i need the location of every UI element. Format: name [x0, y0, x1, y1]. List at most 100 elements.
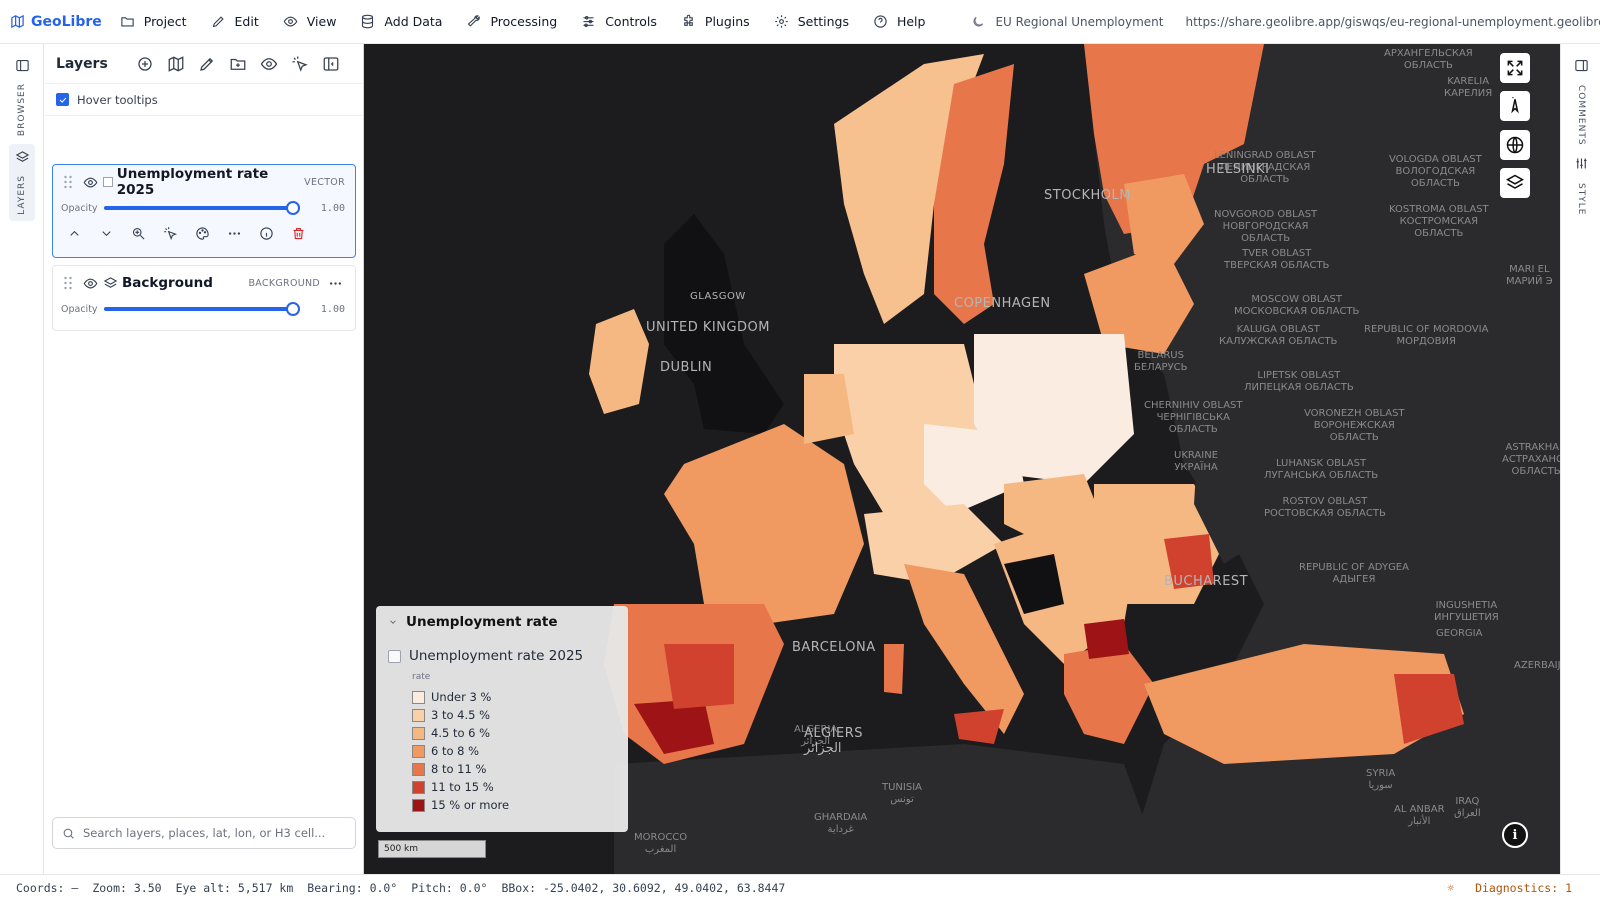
eye-icon[interactable] [83, 276, 98, 291]
visibility-icon[interactable] [260, 55, 278, 73]
legend-header[interactable]: Unemployment rate [388, 614, 616, 630]
map-region-label: GHARDAIA غرداية [814, 812, 868, 835]
layers-icon [103, 276, 118, 291]
map-city-label: GLASGOW [690, 291, 746, 302]
layer-toolbar [53, 217, 355, 249]
move-down-icon[interactable] [99, 226, 114, 241]
legend-swatch [412, 690, 425, 704]
legend-item: 11 to 15 % [412, 778, 616, 796]
globe-icon [1505, 135, 1525, 155]
menu-controls[interactable]: Controls [581, 14, 657, 29]
region-ukraine-east [1194, 344, 1284, 564]
menu-help[interactable]: Help [873, 14, 925, 29]
puzzle-icon [681, 14, 696, 29]
chevron-down-icon[interactable] [388, 617, 398, 627]
browser-tab-label: BROWSER [17, 83, 27, 137]
browser-tab[interactable]: BROWSER [9, 58, 35, 136]
layer-name[interactable]: Unemployment rate 2025 [116, 166, 269, 198]
hover-tooltips-checkbox[interactable] [56, 93, 69, 106]
identify-icon[interactable] [291, 55, 309, 73]
legend-item: 6 to 8 % [412, 742, 616, 760]
drag-handle-icon[interactable] [63, 276, 73, 290]
identify-layer-icon[interactable] [163, 226, 178, 241]
menu-add-data[interactable]: Add Data [360, 14, 442, 29]
legend-swatch [412, 726, 425, 740]
opacity-slider[interactable] [103, 302, 300, 316]
menu-view[interactable]: View [283, 14, 336, 29]
comments-tab-label: COMMENTS [1576, 85, 1586, 146]
drag-handle-icon[interactable] [63, 175, 73, 189]
menu-project[interactable]: Project [120, 14, 187, 29]
eye-icon[interactable] [83, 175, 98, 190]
status-bbox: BBox: -25.0402, 30.6092, 49.0402, 63.844… [501, 880, 786, 895]
globe-button[interactable] [1500, 130, 1530, 160]
database-icon [360, 14, 375, 29]
style-tab[interactable]: STYLE [1568, 156, 1594, 215]
menu-settings[interactable]: Settings [774, 14, 849, 29]
map-region-label: REPUBLIC OF MORDOVIA МОРДОВИЯ [1364, 324, 1489, 347]
status-eye-alt: Eye alt: 5,517 km [175, 880, 294, 895]
layer-card-unemployment[interactable]: Unemployment rate 2025 VECTOR Opacity 1.… [52, 164, 356, 258]
legend-title: Unemployment rate [406, 614, 558, 630]
help-circle-icon [873, 14, 888, 29]
land-uk [664, 214, 784, 434]
app-brand[interactable]: GeoLibre [10, 14, 102, 30]
top-menu-bar: GeoLibre Project Edit View Add Data Proc… [0, 0, 1600, 44]
attribution-info-icon[interactable]: i [1502, 822, 1528, 848]
menu-plugins[interactable]: Plugins [681, 14, 750, 29]
region-sardinia [884, 644, 904, 694]
add-layer-icon[interactable] [136, 55, 154, 73]
move-up-icon[interactable] [67, 226, 82, 241]
map-city-label: DUBLIN [660, 360, 713, 375]
collapse-panel-icon[interactable] [322, 55, 340, 73]
legend-swatch [412, 798, 425, 812]
delete-layer-icon[interactable] [291, 226, 306, 241]
add-group-icon[interactable] [229, 55, 247, 73]
region-italy [904, 564, 1024, 734]
region-ireland [589, 309, 649, 414]
legend-field: rate [412, 672, 431, 682]
compass-button[interactable] [1500, 91, 1530, 121]
map-region-label: ALGERIA الجزائر [794, 724, 838, 747]
map-region-label: NOVGOROD OBLAST НОВГОРОДСКАЯ ОБЛАСТЬ [1214, 209, 1318, 244]
map-region-label: CHERNIHIV OBLAST ЧЕРНІГІВСЬКА ОБЛАСТЬ [1144, 400, 1243, 435]
map-city-label: UNITED KINGDOM [646, 320, 770, 335]
comments-tab[interactable]: COMMENTS [1568, 58, 1594, 146]
zoom-to-layer-icon[interactable] [131, 226, 146, 241]
draw-icon[interactable] [198, 55, 216, 73]
legend-layer-checkbox[interactable] [388, 649, 401, 663]
basemap-icon[interactable] [167, 55, 185, 73]
diagnostics-button[interactable]: ☼ Diagnostics: 1 [1447, 881, 1586, 895]
moon-icon[interactable] [971, 15, 985, 29]
map-canvas[interactable]: АРХАНГЕЛЬСКАЯ ОБЛАСТЬ KARELIA КАРЕЛИЯ LENI… [364, 44, 1560, 874]
status-zoom: Zoom: 3.50 [92, 880, 162, 895]
layer-search-input[interactable]: Search layers, places, lat, lon, or H3 c… [52, 817, 356, 849]
sliders-icon [581, 14, 596, 29]
map-city-label: BARCELONA [792, 640, 876, 655]
layers-icon [1505, 173, 1525, 193]
more-icon[interactable] [328, 276, 343, 291]
layer-card-background[interactable]: Background BACKGROUND Opacity 1.00 [52, 265, 356, 331]
legend-item: 4.5 to 6 % [412, 724, 616, 742]
palette-icon[interactable] [195, 226, 210, 241]
layers-tab[interactable]: LAYERS [9, 144, 35, 221]
map-region-label: TUNISIA تونس [882, 782, 922, 805]
menu-edit[interactable]: Edit [211, 14, 259, 29]
legend-swatch [412, 744, 425, 758]
style-tab-label: STYLE [1576, 183, 1586, 216]
legend-layer-name: Unemployment rate 2025 [409, 648, 584, 664]
map-region-label: REPUBLIC OF ADYGEA АДЫГЕЯ [1299, 562, 1409, 585]
layer-name[interactable]: Background [122, 275, 213, 291]
map-city-label: COPENHAGEN [954, 296, 1051, 311]
legend-layer-row[interactable]: Unemployment rate 2025 [388, 648, 616, 664]
layer-type-badge: BACKGROUND [248, 277, 320, 289]
hover-tooltips-row[interactable]: Hover tooltips [44, 84, 363, 116]
hover-tooltips-label: Hover tooltips [77, 92, 158, 107]
info-icon[interactable] [259, 226, 274, 241]
more-icon[interactable] [227, 226, 242, 241]
share-url[interactable]: https://share.geolibre.app/giswqs/eu-reg… [1185, 14, 1600, 29]
layers-control-button[interactable] [1500, 168, 1530, 198]
fullscreen-button[interactable] [1500, 53, 1530, 83]
opacity-slider[interactable] [103, 201, 300, 215]
menu-processing[interactable]: Processing [466, 14, 557, 29]
